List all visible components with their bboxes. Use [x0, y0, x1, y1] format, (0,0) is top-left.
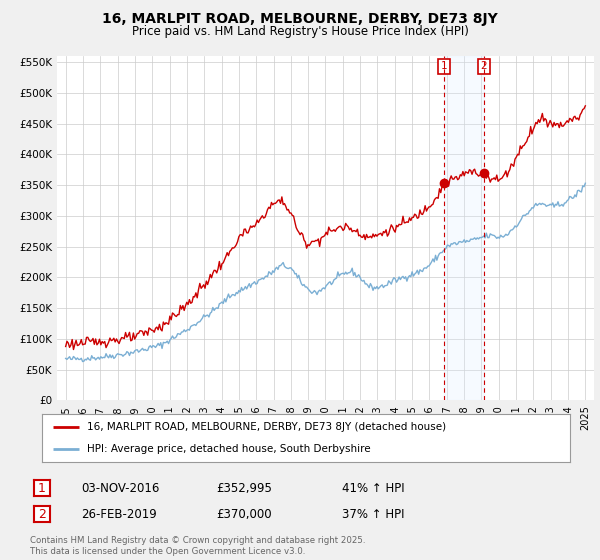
Text: 37% ↑ HPI: 37% ↑ HPI	[342, 507, 404, 521]
Text: 2: 2	[38, 507, 46, 521]
Text: HPI: Average price, detached house, South Derbyshire: HPI: Average price, detached house, Sout…	[87, 444, 371, 454]
Text: 1: 1	[38, 482, 46, 495]
Text: £352,995: £352,995	[216, 482, 272, 495]
Text: 16, MARLPIT ROAD, MELBOURNE, DERBY, DE73 8JY (detached house): 16, MARLPIT ROAD, MELBOURNE, DERBY, DE73…	[87, 422, 446, 432]
Text: 16, MARLPIT ROAD, MELBOURNE, DERBY, DE73 8JY: 16, MARLPIT ROAD, MELBOURNE, DERBY, DE73…	[102, 12, 498, 26]
Text: Price paid vs. HM Land Registry's House Price Index (HPI): Price paid vs. HM Land Registry's House …	[131, 25, 469, 38]
Text: 41% ↑ HPI: 41% ↑ HPI	[342, 482, 404, 495]
Text: 2: 2	[481, 61, 487, 71]
Text: 1: 1	[440, 61, 447, 71]
Text: 26-FEB-2019: 26-FEB-2019	[81, 507, 157, 521]
Text: Contains HM Land Registry data © Crown copyright and database right 2025.
This d: Contains HM Land Registry data © Crown c…	[30, 536, 365, 556]
Text: 03-NOV-2016: 03-NOV-2016	[81, 482, 160, 495]
Bar	[444, 56, 484, 400]
Text: £370,000: £370,000	[216, 507, 272, 521]
